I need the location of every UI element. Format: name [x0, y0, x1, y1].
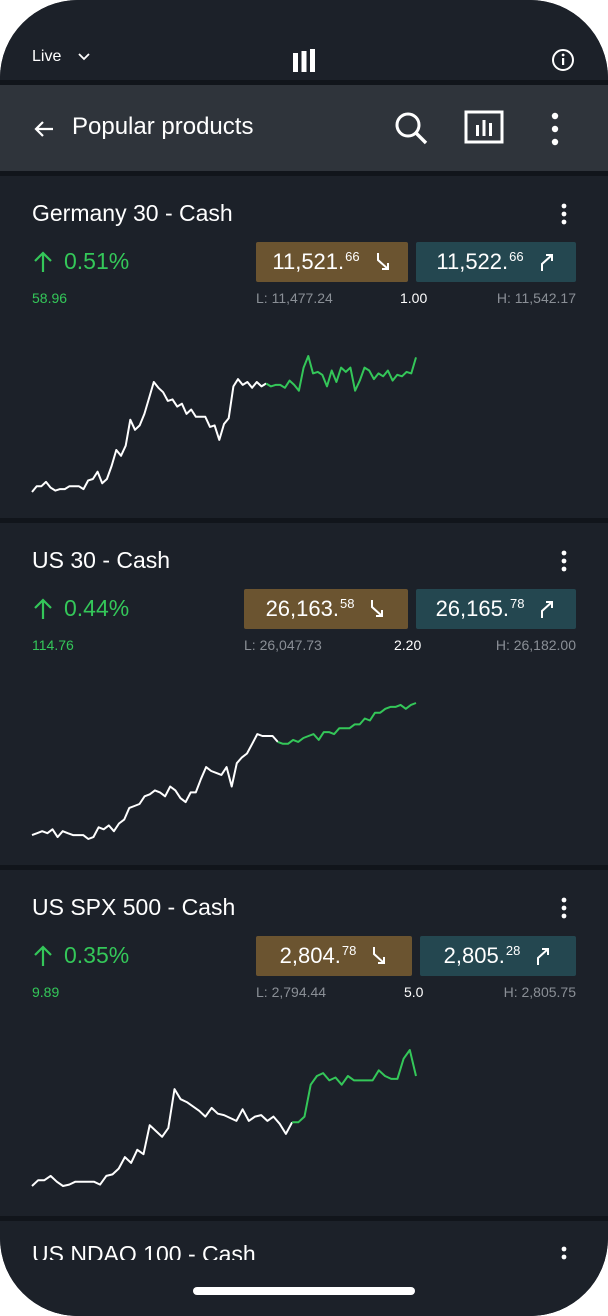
spread-value: 2.20 — [394, 637, 422, 653]
low-price: L: 11,477.24 — [256, 290, 333, 306]
page-title: Popular products — [72, 113, 254, 140]
sparkline-history — [31, 378, 267, 493]
live-mode-selector[interactable]: Live — [32, 48, 91, 66]
app-header: Popular products — [0, 85, 608, 171]
buy-button[interactable]: 11,522. 66 — [416, 242, 576, 282]
divider — [0, 171, 608, 176]
low-price: L: 26,047.73 — [244, 637, 322, 653]
change-percent: 0.35% — [32, 942, 129, 969]
buy-price: 11,522. — [436, 249, 509, 274]
sell-button[interactable]: 11,521. 66 — [256, 242, 408, 282]
buy-arrow-icon — [537, 948, 550, 965]
buy-price-fraction: 28 — [505, 942, 521, 958]
arrow-up-icon — [34, 944, 52, 966]
change-points: 114.76 — [32, 637, 74, 653]
status-bar: Live — [0, 0, 608, 80]
divider — [0, 865, 608, 870]
high-price: H: 2,805.75 — [503, 984, 576, 1000]
divider — [0, 1216, 608, 1221]
sparkline-recent — [277, 702, 417, 745]
home-indicator[interactable] — [193, 1287, 415, 1295]
divider — [0, 80, 608, 85]
price-sparkline — [31, 702, 417, 840]
arrow-up-icon — [34, 250, 52, 272]
buy-arrow-icon — [541, 601, 554, 618]
buy-price-fraction: 78 — [509, 595, 525, 611]
sell-price: 26,163. — [265, 596, 339, 621]
sparkline-recent — [265, 355, 417, 392]
buy-button[interactable]: 2,805. 28 — [420, 936, 576, 976]
live-mode-label: Live — [32, 48, 62, 65]
more-options-icon[interactable] — [545, 109, 565, 149]
change-percent-value: 0.35% — [64, 942, 130, 968]
product-options-icon[interactable] — [554, 202, 574, 226]
spread-value: 1.00 — [400, 290, 428, 306]
change-percent: 0.44% — [32, 595, 129, 622]
buy-price-fraction: 66 — [509, 248, 524, 264]
sell-price: 11,521. — [272, 249, 345, 274]
divider — [0, 518, 608, 523]
change-percent-value: 0.44% — [64, 595, 130, 621]
product-options-icon[interactable] — [554, 549, 574, 573]
product-name: Germany 30 - Cash — [32, 200, 233, 226]
sell-button[interactable]: 2,804. 78 — [256, 936, 412, 976]
product-name: US SPX 500 - Cash — [32, 894, 236, 920]
change-points: 9.89 — [32, 984, 60, 1000]
price-sparkline — [31, 1049, 417, 1187]
change-percent-value: 0.51% — [64, 248, 130, 274]
brand-logo-icon — [293, 49, 315, 72]
buy-price: 2,805. — [443, 943, 505, 968]
back-arrow-icon[interactable] — [32, 117, 56, 141]
sell-price-fraction: 58 — [339, 595, 355, 611]
chart-view-icon[interactable] — [464, 110, 504, 146]
buy-button[interactable]: 26,165. 78 — [416, 589, 576, 629]
sell-price: 2,804. — [279, 943, 341, 968]
sparkline-recent — [292, 1049, 417, 1124]
sell-price-fraction: 66 — [345, 248, 360, 264]
product-card[interactable]: US 30 - Cash 0.44% 114.76 26,163. 58 26,1… — [0, 523, 608, 865]
sell-arrow-icon — [376, 253, 389, 270]
price-sparkline — [31, 355, 417, 493]
sparkline-history — [31, 733, 279, 840]
chevron-down-icon — [78, 53, 90, 61]
high-price: H: 26,182.00 — [495, 637, 576, 653]
sell-arrow-icon — [371, 600, 384, 617]
low-price: L: 2,794.44 — [256, 984, 327, 1000]
sell-arrow-icon — [373, 947, 386, 964]
buy-arrow-icon — [540, 254, 553, 271]
high-price: H: 11,542.17 — [496, 290, 576, 306]
product-options-icon[interactable] — [554, 896, 574, 920]
change-points: 58.96 — [32, 290, 68, 306]
arrow-up-icon — [34, 597, 52, 619]
spread-value: 5.0 — [404, 984, 424, 1000]
sell-button[interactable]: 26,163. 58 — [244, 589, 408, 629]
info-icon[interactable] — [551, 48, 575, 72]
product-card[interactable]: Germany 30 - Cash 0.51% 58.96 11,521. 66 … — [0, 176, 608, 518]
sell-price-fraction: 78 — [341, 942, 357, 958]
search-icon[interactable] — [393, 110, 429, 146]
change-percent: 0.51% — [32, 248, 129, 275]
buy-price: 26,165. — [435, 596, 509, 621]
product-card[interactable]: US SPX 500 - Cash 0.35% 9.89 2,804. 78 2,… — [0, 870, 608, 1212]
sparkline-history — [31, 1088, 293, 1187]
product-name: US 30 - Cash — [32, 547, 171, 573]
